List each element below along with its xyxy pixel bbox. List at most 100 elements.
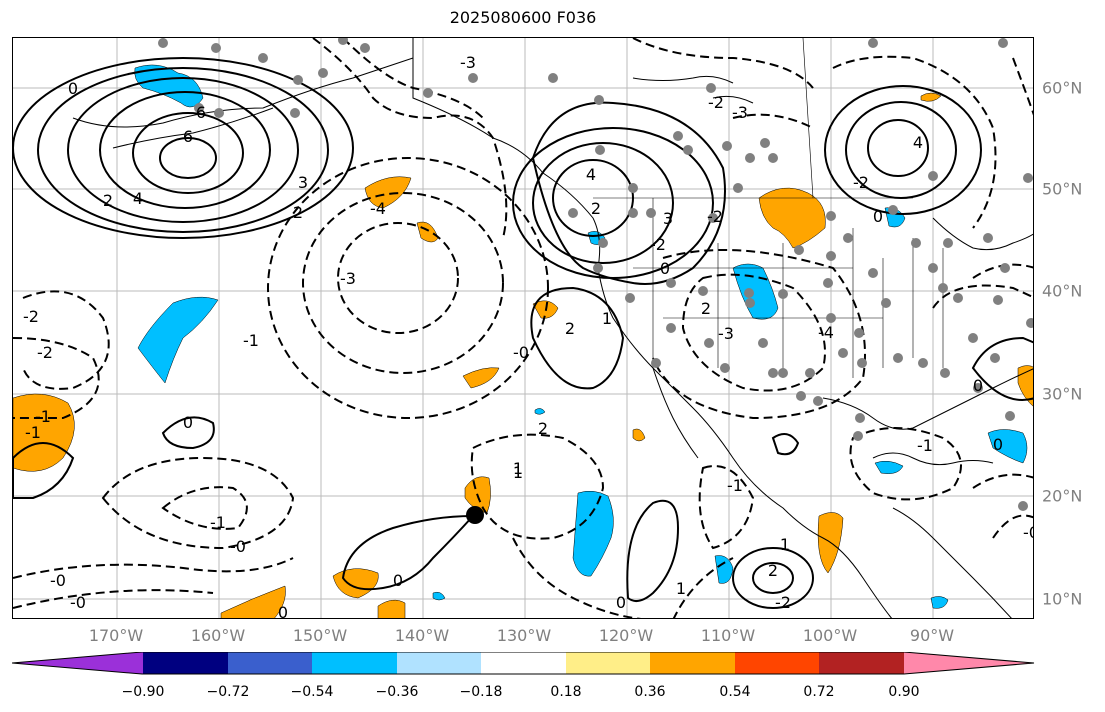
contour-label: -0 [70, 593, 86, 612]
contour-label: 1 [602, 309, 612, 328]
contour-label: 1 [513, 459, 523, 478]
contour-label: -4 [370, 199, 386, 218]
colorbar-extend-high [904, 652, 1034, 674]
colorbar-tick: 0.36 [634, 684, 666, 700]
contour-label: 0 [183, 413, 193, 432]
positive-contours [13, 57, 1033, 609]
contour-label: 4 [586, 165, 596, 184]
contour-label: -3 [460, 53, 476, 72]
colorbar-segment [481, 652, 566, 674]
contour-label: -2 [708, 93, 724, 112]
contour-label: -0 [230, 537, 246, 556]
lat-label: 40°N [1042, 281, 1083, 301]
map-panel: 0 6 6 4 2 -4 -3 2 3 -3 -1 -2 -2 -1 0 -1 … [12, 37, 1034, 619]
lat-label: 60°N [1042, 78, 1083, 98]
contour-label: -0 [1023, 523, 1034, 542]
station-dots [158, 38, 1033, 511]
contour-label: 0 [873, 207, 883, 226]
colorbar-segment [312, 652, 397, 674]
contour-label: 4 [133, 189, 143, 208]
colorbar-segment [566, 652, 650, 674]
contour-label: 0 [973, 376, 983, 395]
colorbar-tick: 0.72 [803, 684, 835, 700]
contour-label: -1 [917, 436, 933, 455]
contour-label: -0 [50, 571, 66, 590]
colorbar-segment [143, 652, 228, 674]
contour-label: -4 [818, 323, 834, 342]
graticule [13, 38, 1033, 618]
colorbar-tick: −0.36 [375, 684, 419, 700]
contour-label: 1 [676, 579, 686, 598]
colorbar-segment [819, 652, 904, 674]
lon-label: 170°W [88, 626, 144, 645]
contour-label: 2 [538, 419, 548, 438]
colorbar-segment [735, 652, 819, 674]
contour-label: 0 [68, 79, 78, 98]
colorbar-segment [650, 652, 735, 674]
contour-label: 1 [513, 463, 523, 482]
contour-label: -1 [35, 407, 51, 426]
colorbar-extend-low [12, 652, 143, 674]
contour-label: 0 [993, 435, 1003, 454]
contour-label: 2 [103, 191, 113, 210]
contour-label: 6 [196, 103, 206, 122]
contour-label: 2 [591, 199, 601, 218]
lon-label: 120°W [598, 626, 654, 645]
contour-label: 2 [701, 299, 711, 318]
chart-title: 2025080600 F036 [449, 8, 597, 27]
colorbar-segment [228, 652, 312, 674]
lon-label: 100°W [802, 626, 858, 645]
contour-label: 0 [660, 259, 670, 278]
contour-label: -2 [37, 343, 53, 362]
contour-label: 4 [913, 133, 923, 152]
colorbar [12, 652, 1035, 675]
contour-label: -3 [718, 324, 734, 343]
contour-label: 3 [298, 173, 308, 192]
contour-label: 3 [663, 209, 673, 228]
lon-label: 90°W [909, 626, 955, 645]
contour-label: -0 [513, 343, 529, 362]
lat-label: 50°N [1042, 179, 1083, 199]
negative-shading [134, 64, 1028, 609]
contour-label: -2 [23, 307, 39, 326]
contour-label: 0 [278, 603, 288, 619]
negative-contours [13, 38, 1033, 618]
contour-label: 2 [768, 561, 778, 580]
lon-label: 150°W [292, 626, 348, 645]
contour-label: -2 [853, 173, 869, 192]
contour-label: -2 [650, 235, 666, 254]
contour-label: 2 [565, 319, 575, 338]
colorbar-tick: −0.90 [121, 684, 165, 700]
map-canvas: 0 6 6 4 2 -4 -3 2 3 -3 -1 -2 -2 -1 0 -1 … [13, 38, 1034, 619]
contour-label: -2 [775, 593, 791, 612]
contour-label: 0 [616, 593, 626, 612]
contour-label: 2 [293, 203, 303, 222]
colorbar-segments [12, 652, 1034, 674]
storm-center-marker [466, 506, 484, 524]
contour-label: 6 [183, 127, 193, 146]
lat-label: 10°N [1042, 589, 1083, 609]
colorbar-tick: −0.18 [459, 684, 503, 700]
lon-label: 160°W [190, 626, 246, 645]
contour-label: 0 [393, 571, 403, 590]
contour-label: -2 [707, 207, 723, 226]
contour-label: -1 [243, 331, 259, 350]
lon-label: 140°W [394, 626, 450, 645]
colorbar-tick: 0.18 [550, 684, 582, 700]
contour-label: -3 [732, 103, 748, 122]
coastlines [72, 38, 1033, 618]
contour-label: -1 [25, 423, 41, 442]
lon-label: 110°W [700, 626, 756, 645]
colorbar-tick: 0.54 [719, 684, 751, 700]
colorbar-tick: −0.72 [206, 684, 250, 700]
state-borders [593, 38, 944, 378]
colorbar-tick: −0.54 [290, 684, 334, 700]
lon-label: 130°W [496, 626, 552, 645]
contour-label: 1 [780, 535, 790, 554]
contour-label: -1 [727, 476, 743, 495]
contour-labels: 0 6 6 4 2 -4 -3 2 3 -3 -1 -2 -2 -1 0 -1 … [23, 53, 1034, 619]
colorbar-segment [397, 652, 481, 674]
colorbar-tick: 0.90 [888, 684, 920, 700]
lat-label: 30°N [1042, 384, 1083, 404]
contour-label: -1 [210, 513, 226, 532]
